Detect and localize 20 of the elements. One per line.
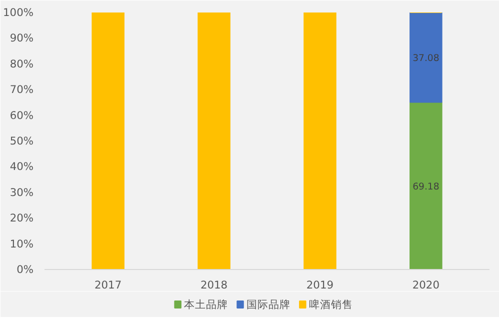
y-tick-label: 70% [10, 83, 34, 96]
x-tick-label: 2017 [94, 278, 122, 292]
annotation: 69.18 [412, 181, 440, 192]
y-tick-label: 30% [10, 186, 34, 199]
y-tick-label: 10% [10, 237, 34, 250]
x-tick-label: 2018 [200, 278, 228, 292]
annotation: 37.08 [412, 52, 440, 64]
legend-label: 本土品牌 [184, 298, 228, 311]
y-tick-label: 100% [3, 6, 34, 19]
y-tick-label: 20% [10, 212, 34, 225]
y-tick-label: 90% [10, 32, 34, 45]
x-tick-label: 2020 [412, 278, 440, 292]
y-tick-label: 80% [10, 57, 34, 70]
legend-label: 啤酒销售 [308, 298, 353, 311]
y-tick-label: 50% [10, 134, 34, 148]
y-tick-label: 0% [16, 263, 34, 276]
y-tick-label: 40% [10, 160, 34, 174]
legend-label: 国际品牌 [246, 298, 290, 311]
x-tick-label: 2019 [306, 278, 334, 292]
y-tick-label: 60% [10, 108, 34, 122]
